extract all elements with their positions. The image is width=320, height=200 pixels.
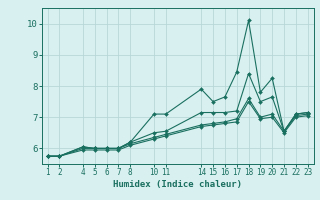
X-axis label: Humidex (Indice chaleur): Humidex (Indice chaleur)	[113, 180, 242, 189]
